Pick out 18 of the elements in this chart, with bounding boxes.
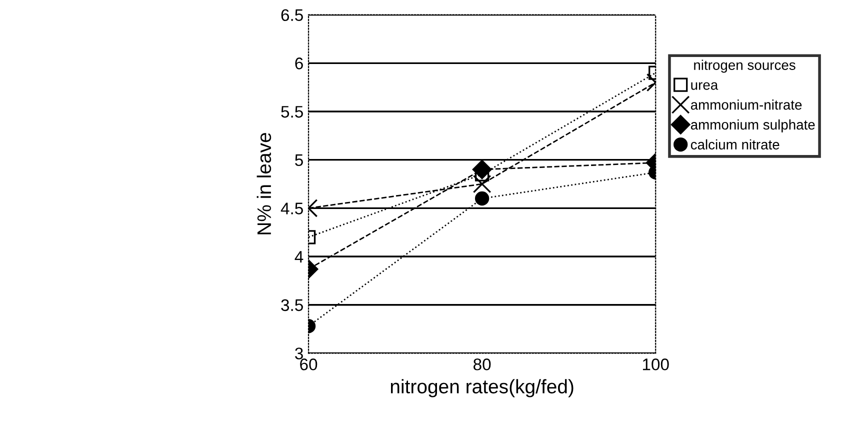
legend-label: urea — [691, 82, 718, 90]
y-tick-label: 5 — [295, 154, 303, 166]
y-tick-label: 5.5 — [281, 106, 303, 118]
y-tick-label: 3.5 — [281, 299, 303, 312]
y-tick-label: 6 — [295, 58, 303, 70]
x-tick-label: 80 — [474, 358, 491, 370]
y-axis-title: N% in leave — [256, 132, 272, 234]
y-tick-label: 4 — [294, 251, 304, 263]
x-axis-title: nitrogen rates(kg/fed) — [390, 379, 574, 398]
legend-label: calcium nitrate — [690, 139, 780, 150]
legend-label: ammonium-nitrate — [690, 100, 802, 110]
legend-label: ammonium sulphate — [690, 119, 815, 132]
y-tick-label: 3 — [295, 348, 303, 360]
x-tick-label: 60 — [300, 358, 318, 370]
legend-title: nitrogen sources — [694, 60, 796, 73]
y-tick-label: 6.5 — [281, 9, 303, 22]
y-tick-label: 4.5 — [280, 202, 303, 214]
x-tick-label: 100 — [642, 358, 669, 370]
